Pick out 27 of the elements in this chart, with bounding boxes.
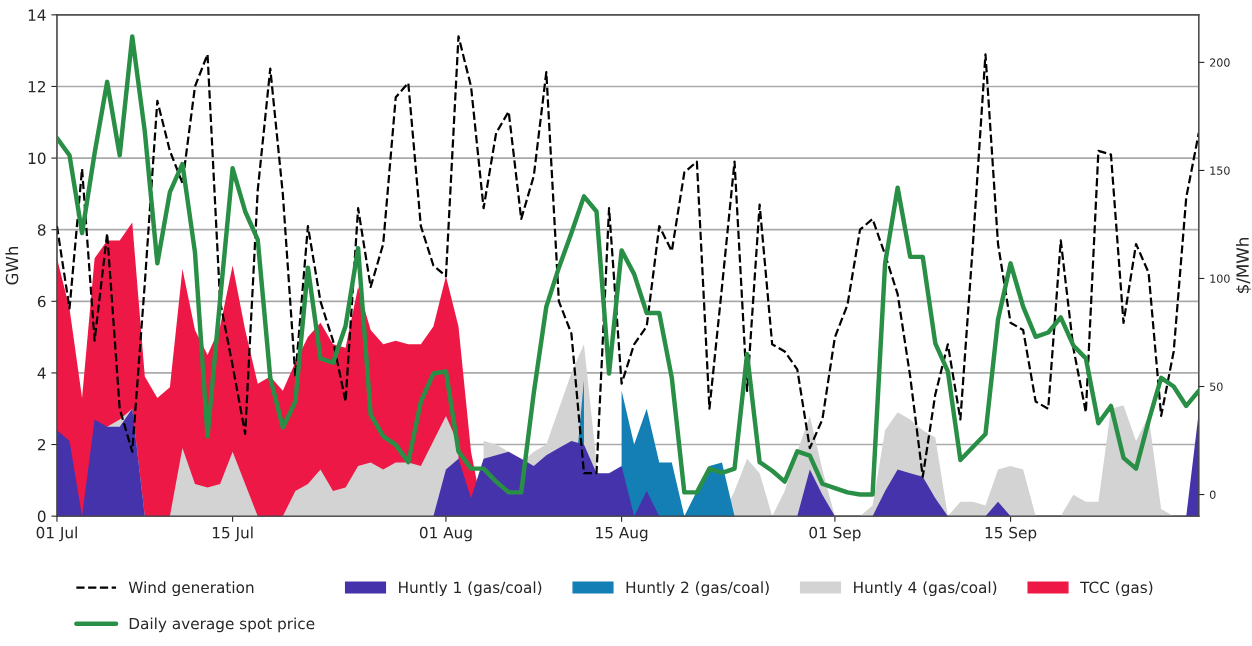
legend-label: Huntly 1 (gas/coal) bbox=[399, 581, 542, 597]
x-tick-label: 01 Aug bbox=[419, 526, 472, 542]
x-tick-label: 01 Sep bbox=[809, 526, 861, 542]
y-tick-label: 12 bbox=[28, 80, 46, 93]
y-tick-label: 10 bbox=[28, 152, 46, 165]
y-tick-label: 4 bbox=[37, 367, 46, 379]
x-tick-label: 01 Jul bbox=[36, 526, 77, 542]
y2-tick-label: 200 bbox=[1210, 58, 1230, 67]
y-axis-title: GWh bbox=[5, 246, 19, 285]
x-tick-label: 15 Sep bbox=[985, 526, 1037, 542]
y-tick-label: 2 bbox=[37, 439, 46, 451]
y2-tick-label: 150 bbox=[1210, 166, 1230, 175]
legend-label: Daily average spot price bbox=[129, 617, 315, 633]
y2-axis-title: $/MWh bbox=[1235, 238, 1252, 293]
y-tick-label: 8 bbox=[37, 224, 46, 236]
y2-tick-label: 100 bbox=[1210, 274, 1230, 283]
x-tick-label: 15 Aug bbox=[596, 527, 648, 542]
legend-label: Huntly 2 (gas/coal) bbox=[626, 581, 769, 597]
legend-label: TCC (gas) bbox=[1080, 581, 1153, 597]
y-tick-label: 6 bbox=[37, 295, 46, 308]
legend-label: Wind generation bbox=[128, 581, 254, 597]
y2-tick-label: 50 bbox=[1210, 382, 1223, 391]
y2-tick-label: 0 bbox=[1209, 490, 1216, 499]
legend-label: Huntly 4 (gas/coal) bbox=[854, 581, 997, 597]
y-tick-label: 14 bbox=[28, 9, 46, 21]
x-tick-label: 15 Jul bbox=[212, 526, 253, 542]
y-tick-label: 0 bbox=[37, 510, 46, 523]
